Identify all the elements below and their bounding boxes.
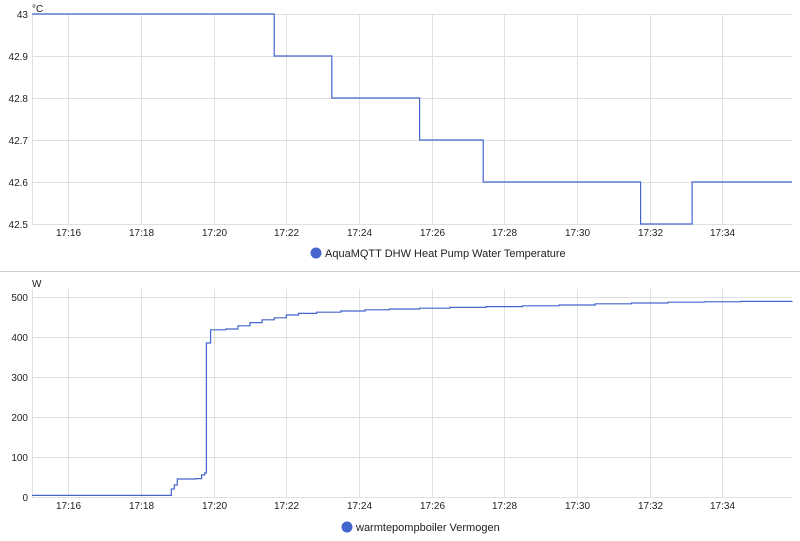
temperature-series-line[interactable]	[32, 13, 792, 225]
power-legend-marker	[341, 521, 353, 533]
power-x-tick-label: 17:22	[274, 501, 299, 512]
power-x-tick-label: 17:34	[710, 501, 735, 512]
temperature-x-tick-label: 17:34	[710, 228, 735, 239]
temperature-x-tick-label: 17:28	[492, 228, 517, 239]
power-x-tick-label: 17:32	[638, 501, 663, 512]
temperature-x-tick-label: 17:32	[638, 228, 663, 239]
temperature-unit-label: °C	[32, 4, 43, 15]
temperature-x-tick-label: 17:20	[202, 228, 227, 239]
temperature-x-tick-label: 17:16	[56, 228, 81, 239]
power-y-axis: 0 100 200 300 400 500	[11, 293, 28, 504]
temperature-y-tick-label: 42.7	[9, 136, 29, 147]
power-grid	[32, 289, 792, 498]
power-x-tick-label: 17:28	[492, 501, 517, 512]
power-x-tick-label: 17:30	[565, 501, 590, 512]
temperature-x-tick-label: 17:18	[129, 228, 154, 239]
power-series-line[interactable]	[32, 300, 793, 496]
temperature-x-tick-label: 17:26	[420, 228, 445, 239]
temperature-y-tick-label: 43	[17, 10, 29, 21]
temperature-legend-marker	[310, 247, 322, 259]
power-x-tick-label: 17:20	[202, 501, 227, 512]
temperature-x-tick-label: 17:30	[565, 228, 590, 239]
power-y-tick-label: 400	[11, 333, 28, 344]
temperature-y-tick-label: 42.9	[9, 52, 29, 63]
power-x-tick-label: 17:16	[56, 501, 81, 512]
temperature-chart: °C 42.5 42.6 42.7 42.8 42.9 43 17:16 17:18 17:2…	[9, 4, 792, 260]
temperature-y-tick-label: 42.5	[9, 220, 29, 231]
power-legend-label: warmtepompboiler Vermogen	[355, 522, 500, 534]
temperature-series[interactable]	[32, 13, 792, 225]
temperature-grid	[32, 14, 792, 225]
power-x-axis: 17:16 17:18 17:20 17:22 17:24 17:26 17:28 17:30…	[56, 501, 735, 512]
power-y-tick-label: 300	[11, 373, 28, 384]
power-x-tick-label: 17:26	[420, 501, 445, 512]
temperature-y-tick-label: 42.8	[9, 94, 29, 105]
temperature-y-axis: 42.5 42.6 42.7 42.8 42.9 43	[9, 10, 29, 231]
power-y-tick-label: 500	[11, 293, 28, 304]
temperature-y-tick-label: 42.6	[9, 178, 29, 189]
power-y-tick-label: 200	[11, 413, 28, 424]
temperature-legend-label: AquaMQTT DHW Heat Pump Water Temperature	[325, 248, 566, 260]
power-y-tick-label: 0	[22, 493, 28, 504]
temperature-legend[interactable]: AquaMQTT DHW Heat Pump Water Temperature	[310, 247, 566, 261]
temperature-x-tick-label: 17:22	[274, 228, 299, 239]
temperature-x-axis: 17:16 17:18 17:20 17:22 17:24 17:26 17:28 17:30…	[56, 228, 735, 239]
temperature-x-tick-label: 17:24	[347, 228, 372, 239]
power-unit-label: W	[32, 279, 42, 290]
power-series[interactable]	[32, 300, 793, 496]
power-legend[interactable]: warmtepompboiler Vermogen	[341, 521, 500, 535]
power-x-tick-label: 17:18	[129, 501, 154, 512]
power-x-tick-label: 17:24	[347, 501, 372, 512]
power-y-tick-label: 100	[11, 453, 28, 464]
